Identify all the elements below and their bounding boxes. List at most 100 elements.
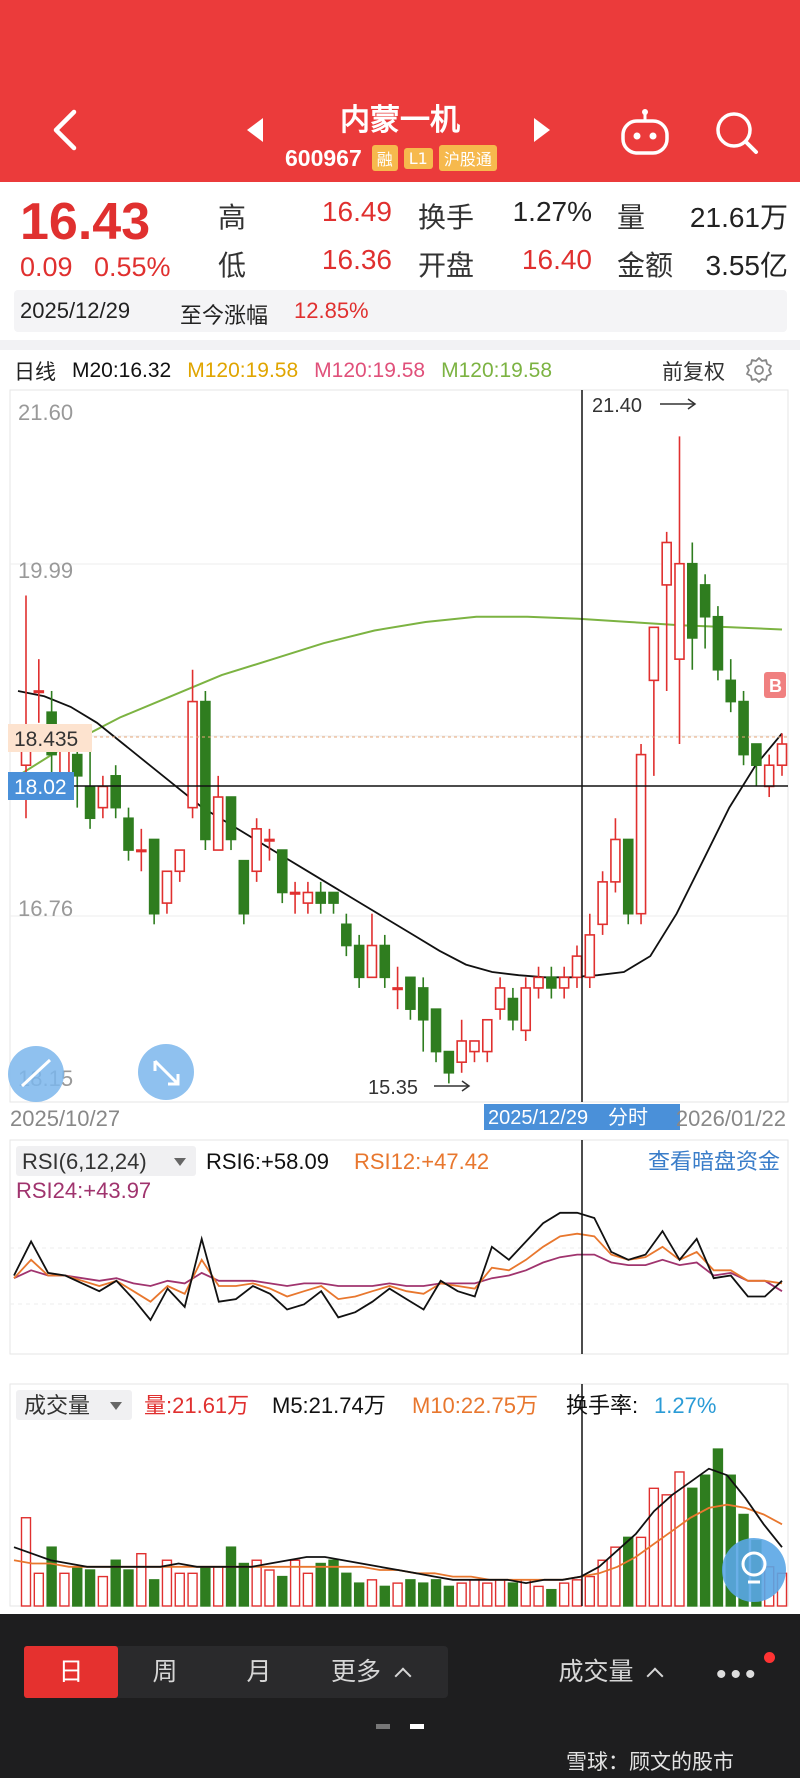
volume-bar bbox=[46, 1546, 57, 1607]
candle-body bbox=[379, 944, 391, 979]
candle-body bbox=[674, 562, 685, 660]
tab-day[interactable]: 日 bbox=[24, 1646, 118, 1698]
candle-body bbox=[699, 584, 711, 618]
open-value: 16.40 bbox=[521, 244, 592, 275]
tab-month[interactable]: 月 bbox=[246, 1657, 272, 1686]
volume-bars bbox=[13, 1448, 788, 1607]
candle-body bbox=[443, 1050, 455, 1074]
search-icon[interactable] bbox=[712, 108, 760, 156]
volume-bar bbox=[251, 1559, 262, 1607]
gear-icon[interactable] bbox=[745, 356, 773, 384]
volume-bar bbox=[302, 1572, 314, 1607]
volume-bar bbox=[187, 1572, 198, 1607]
candle-body bbox=[533, 976, 544, 989]
volume-bar bbox=[597, 1559, 608, 1607]
candle-body bbox=[776, 743, 788, 767]
amount-value: 3.55亿 bbox=[705, 250, 789, 281]
dark-pool-link[interactable]: 查看暗盘资金 bbox=[648, 1149, 780, 1174]
volume-bar bbox=[213, 1566, 224, 1607]
low-value: 16.36 bbox=[321, 244, 392, 275]
candle-body bbox=[622, 838, 634, 915]
rsi24-line bbox=[13, 1253, 783, 1292]
adjust-mode[interactable]: 前复权 bbox=[662, 360, 725, 384]
candle-body bbox=[251, 828, 262, 873]
more-menu-icon[interactable]: ••• bbox=[716, 1658, 760, 1691]
high-value: 16.49 bbox=[321, 196, 392, 227]
candle-body bbox=[315, 891, 327, 904]
since-gain-value: 12.85% bbox=[294, 298, 369, 323]
candle-body bbox=[405, 976, 416, 1010]
candle-body bbox=[200, 700, 211, 841]
volume-bar bbox=[584, 1575, 595, 1607]
prev-stock-arrow-icon[interactable] bbox=[247, 118, 263, 142]
volume-bar bbox=[328, 1559, 339, 1607]
candle-body bbox=[712, 615, 724, 671]
candle-body bbox=[571, 955, 583, 979]
vol-m10-label: M10:22.75万 bbox=[412, 1393, 538, 1418]
lightbulb-button[interactable] bbox=[722, 1538, 786, 1602]
candle-body bbox=[520, 987, 532, 1032]
tab-week[interactable]: 周 bbox=[152, 1657, 178, 1686]
rsi-selector[interactable] bbox=[16, 1146, 196, 1176]
ma20-line bbox=[17, 690, 783, 979]
tab-more[interactable]: 更多 bbox=[320, 1646, 420, 1698]
level1-tag: L1 bbox=[403, 147, 433, 169]
volume-bar bbox=[699, 1474, 711, 1607]
candle-body bbox=[187, 700, 198, 809]
candle-body bbox=[392, 987, 403, 991]
volume-bar bbox=[200, 1566, 211, 1607]
price-tag: 18.435 bbox=[14, 728, 78, 751]
candle-body bbox=[597, 881, 608, 926]
volume-bar bbox=[174, 1572, 185, 1607]
volume-bar bbox=[712, 1448, 724, 1607]
candle-body bbox=[97, 785, 109, 809]
rsi6-line bbox=[13, 1211, 783, 1322]
stock-name: 内蒙一机 bbox=[340, 103, 460, 138]
volume-bar bbox=[571, 1579, 583, 1607]
robot-assistant-icon[interactable] bbox=[618, 108, 672, 158]
price-chart[interactable]: 21.60 19.99 16.76 18.15 18.435 18.02 21.… bbox=[0, 386, 800, 1130]
rsi-panel: RSI(6,12,24) RSI6:+58.09 RSI12:+47.42 查看… bbox=[9, 1139, 789, 1355]
volume-bar bbox=[72, 1566, 83, 1607]
selected-date: 2025/12/29 bbox=[20, 298, 131, 323]
ma120-a-label: M120:19.58 bbox=[187, 359, 299, 382]
volume-bar bbox=[289, 1559, 301, 1607]
volume-bar bbox=[353, 1582, 365, 1607]
since-date-bar[interactable]: 2025/12/29 至今涨幅 12.85% bbox=[14, 290, 787, 332]
candle-body bbox=[494, 987, 506, 1010]
expand-icon-line bbox=[153, 1059, 180, 1086]
margin-tag: 融 bbox=[371, 145, 398, 171]
candle-body bbox=[546, 976, 557, 989]
chevron-up-icon bbox=[394, 1667, 412, 1685]
ma120-c-label: M120:19.58 bbox=[441, 359, 553, 382]
candle-body bbox=[469, 1040, 480, 1053]
volume-bar bbox=[687, 1487, 698, 1607]
turnover-rate-value: 1.27% bbox=[654, 1393, 716, 1418]
indicator-switch[interactable]: 成交量 bbox=[540, 1646, 680, 1698]
candle-body bbox=[648, 626, 660, 682]
candle-body bbox=[302, 891, 314, 904]
volume-bar bbox=[469, 1579, 480, 1607]
section-divider bbox=[0, 340, 800, 350]
candle-body bbox=[635, 753, 647, 915]
rsi12-line bbox=[13, 1232, 783, 1303]
volume-bar bbox=[610, 1546, 621, 1607]
next-stock-arrow-icon[interactable] bbox=[534, 118, 550, 142]
candle-body bbox=[136, 849, 147, 853]
volume-bar bbox=[84, 1569, 96, 1607]
y-label-2: 19.99 bbox=[18, 558, 73, 583]
quote-panel: 16.43 0.09 0.55% 高 16.49 换手 1.27% 量 21.6… bbox=[0, 182, 800, 342]
volume-bar bbox=[238, 1562, 250, 1607]
candle-body bbox=[123, 817, 134, 851]
volume-bar bbox=[725, 1474, 736, 1607]
back-arrow-icon[interactable] bbox=[44, 104, 88, 156]
pager-dot bbox=[376, 1724, 390, 1729]
vol-m5-label: M5:21.74万 bbox=[272, 1393, 386, 1418]
turnover-rate-label: 换手率: bbox=[566, 1393, 638, 1418]
ma-legend: 日线 M20:16.32 M120:19.58 M120:19.58 M120:… bbox=[14, 356, 552, 386]
volume-panel: 成交量 量:21.61万 M5:21.74万 M10:22.75万 换手率: 1… bbox=[9, 1383, 789, 1607]
volume-bar bbox=[341, 1572, 352, 1607]
buy-marker-badge[interactable] bbox=[764, 672, 786, 698]
turnover-value: 1.27% bbox=[512, 196, 592, 227]
volume-selector[interactable] bbox=[16, 1390, 132, 1420]
